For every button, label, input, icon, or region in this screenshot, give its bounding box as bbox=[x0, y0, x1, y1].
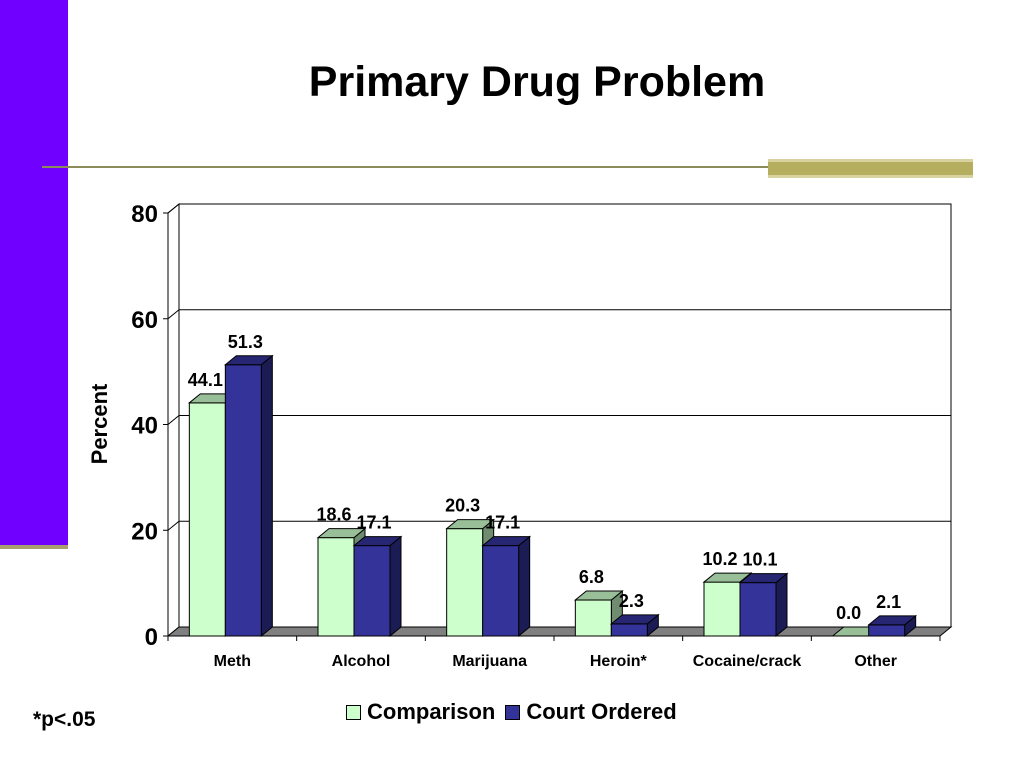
legend-item-court-ordered: Court Ordered bbox=[505, 699, 677, 725]
data-label-comparison: 0.0 bbox=[836, 603, 861, 623]
bar-comparison bbox=[703, 581, 741, 637]
y-tick-label: 40 bbox=[131, 413, 158, 440]
bar-side-court-ordered bbox=[260, 354, 273, 638]
x-tick-label: Meth bbox=[214, 653, 251, 670]
x-tick-label: Heroin* bbox=[590, 653, 648, 670]
x-tick-label: Other bbox=[854, 653, 897, 670]
data-label-comparison: 44.1 bbox=[188, 370, 223, 390]
data-label-court-ordered: 10.1 bbox=[742, 550, 777, 570]
bar-top-court-ordered bbox=[738, 573, 789, 584]
y-tick-label: 0 bbox=[145, 624, 158, 651]
legend-label-court-ordered: Court Ordered bbox=[526, 699, 677, 724]
legend-swatch-comparison bbox=[346, 704, 361, 720]
bar-top-court-ordered bbox=[481, 536, 532, 547]
gridline-depth bbox=[167, 520, 180, 531]
title-rule bbox=[42, 166, 972, 168]
bar-court-ordered bbox=[224, 364, 262, 637]
bar-side-court-ordered bbox=[518, 535, 531, 638]
x-tick-label: Marijuana bbox=[452, 653, 527, 670]
bar-top-court-ordered bbox=[223, 355, 274, 366]
title-accent-bar bbox=[768, 159, 973, 178]
side-accent-bar bbox=[0, 0, 68, 545]
legend-item-comparison: Comparison bbox=[346, 699, 495, 725]
bar-top-court-ordered bbox=[609, 614, 660, 625]
gridline-depth bbox=[167, 309, 180, 320]
bar-top-court-ordered bbox=[867, 615, 918, 626]
data-label-comparison: 20.3 bbox=[445, 496, 480, 516]
data-label-court-ordered: 17.1 bbox=[485, 513, 520, 533]
significance-footnote: *p<.05 bbox=[33, 708, 96, 731]
x-tick-label: Cocaine/crack bbox=[693, 653, 802, 670]
gridline-depth bbox=[167, 415, 180, 425]
bar-comparison bbox=[574, 599, 612, 637]
y-axis-title: Percent bbox=[87, 383, 112, 464]
legend-swatch-court-ordered bbox=[505, 704, 521, 720]
data-label-comparison: 18.6 bbox=[316, 505, 351, 525]
y-tick-label: 80 bbox=[131, 201, 158, 228]
data-label-court-ordered: 51.3 bbox=[228, 332, 263, 352]
bar-court-ordered bbox=[610, 623, 648, 637]
bar-top-comparison bbox=[702, 572, 753, 583]
bar-top-comparison bbox=[316, 528, 367, 539]
bar-court-ordered bbox=[482, 545, 520, 637]
bar-side-court-ordered bbox=[389, 535, 402, 638]
bar-court-ordered bbox=[868, 624, 906, 637]
legend-label-comparison: Comparison bbox=[367, 699, 496, 724]
bar-comparison bbox=[317, 537, 355, 637]
bar-court-ordered bbox=[739, 582, 777, 637]
gridline-depth bbox=[167, 203, 180, 214]
bar-comparison bbox=[446, 528, 484, 637]
data-label-court-ordered: 17.1 bbox=[356, 513, 391, 533]
bar-court-ordered bbox=[353, 545, 391, 637]
bar-top-comparison bbox=[573, 590, 624, 601]
data-label-comparison: 10.2 bbox=[702, 549, 737, 569]
data-label-court-ordered: 2.1 bbox=[876, 592, 901, 612]
x-tick-label: Alcohol bbox=[332, 653, 391, 670]
bar-comparison bbox=[188, 402, 226, 637]
data-label-comparison: 6.8 bbox=[579, 567, 604, 587]
bar-side-court-ordered bbox=[775, 572, 788, 638]
chart-legend: Comparison Court Ordered bbox=[346, 699, 687, 725]
bar-top-comparison bbox=[445, 519, 496, 530]
data-label-court-ordered: 2.3 bbox=[619, 591, 644, 611]
y-tick-label: 60 bbox=[131, 307, 158, 334]
side-accent-bar-shadow bbox=[0, 545, 68, 549]
bar-top-court-ordered bbox=[352, 536, 403, 547]
slide-title: Primary Drug Problem bbox=[308, 58, 766, 106]
y-tick-label: 20 bbox=[131, 518, 158, 545]
